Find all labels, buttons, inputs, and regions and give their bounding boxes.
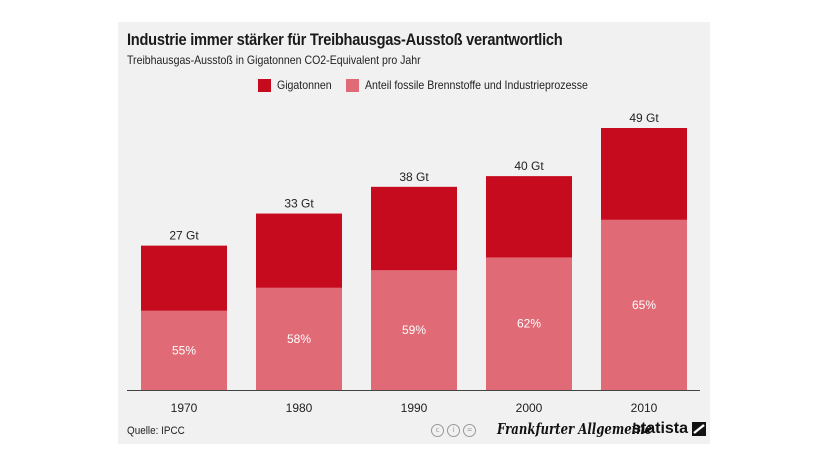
legend-label-share: Anteil fossile Brennstoffe und Industrie… <box>365 78 588 92</box>
legend-item-total: Gigatonnen <box>258 78 339 92</box>
data-label-total-1990: 38 Gt <box>399 170 429 184</box>
chart-subtitle: Treibhausgas-Ausstoß in Gigatonnen CO2-E… <box>127 53 421 67</box>
data-label-share-1980: 58% <box>287 332 311 346</box>
bar-group-1980: 33 Gt 58% 1980 <box>256 197 342 415</box>
data-label-total-2010: 49 Gt <box>629 111 659 125</box>
data-label-share-1970: 55% <box>172 343 196 357</box>
bar-group-2010: 49 Gt 65% 2010 <box>601 111 687 415</box>
attribution-icon: i <box>447 424 460 437</box>
no-derivatives-icon: = <box>463 424 476 437</box>
legend-label-total: Gigatonnen <box>277 78 332 92</box>
x-tick-label-1970: 1970 <box>171 401 198 415</box>
source-note: Quelle: IPCC <box>127 425 185 437</box>
legend-swatch-total <box>258 78 271 92</box>
bar-group-1990: 38 Gt 59% 1990 <box>371 170 457 415</box>
data-label-share-2000: 62% <box>517 317 541 331</box>
bar-share-2010 <box>601 219 687 390</box>
chart-title: Industrie immer stärker für Treibhausgas… <box>127 30 563 49</box>
data-label-total-1970: 27 Gt <box>169 229 199 243</box>
bar-share-1990 <box>371 270 457 390</box>
license-icons: c i = <box>431 424 476 437</box>
legend-swatch-share <box>346 78 359 92</box>
bar-share-1970 <box>141 310 227 390</box>
data-label-total-2000: 40 Gt <box>514 159 544 173</box>
x-tick-label-2000: 2000 <box>516 401 543 415</box>
bar-group-1970: 27 Gt 55% 1970 <box>141 229 227 415</box>
bar-share-1980 <box>256 287 342 390</box>
x-tick-label-1980: 1980 <box>286 401 313 415</box>
data-label-total-1980: 33 Gt <box>284 197 314 211</box>
statista-logo-text: statista <box>632 420 689 437</box>
x-tick-label-2010: 2010 <box>631 401 658 415</box>
statista-mark-icon <box>692 422 707 436</box>
data-label-share-2010: 65% <box>632 298 656 312</box>
x-tick-label-1990: 1990 <box>401 401 428 415</box>
legend-item-share: Anteil fossile Brennstoffe und Industrie… <box>346 78 618 92</box>
cc-icon: c <box>431 424 444 437</box>
faz-logo: Frankfurter Allgemeine <box>497 420 653 438</box>
data-label-share-1990: 59% <box>402 323 426 337</box>
statista-logo: statista <box>632 420 707 438</box>
bar-share-2000 <box>486 257 572 390</box>
bar-group-2000: 40 Gt 62% 2000 <box>486 159 572 415</box>
